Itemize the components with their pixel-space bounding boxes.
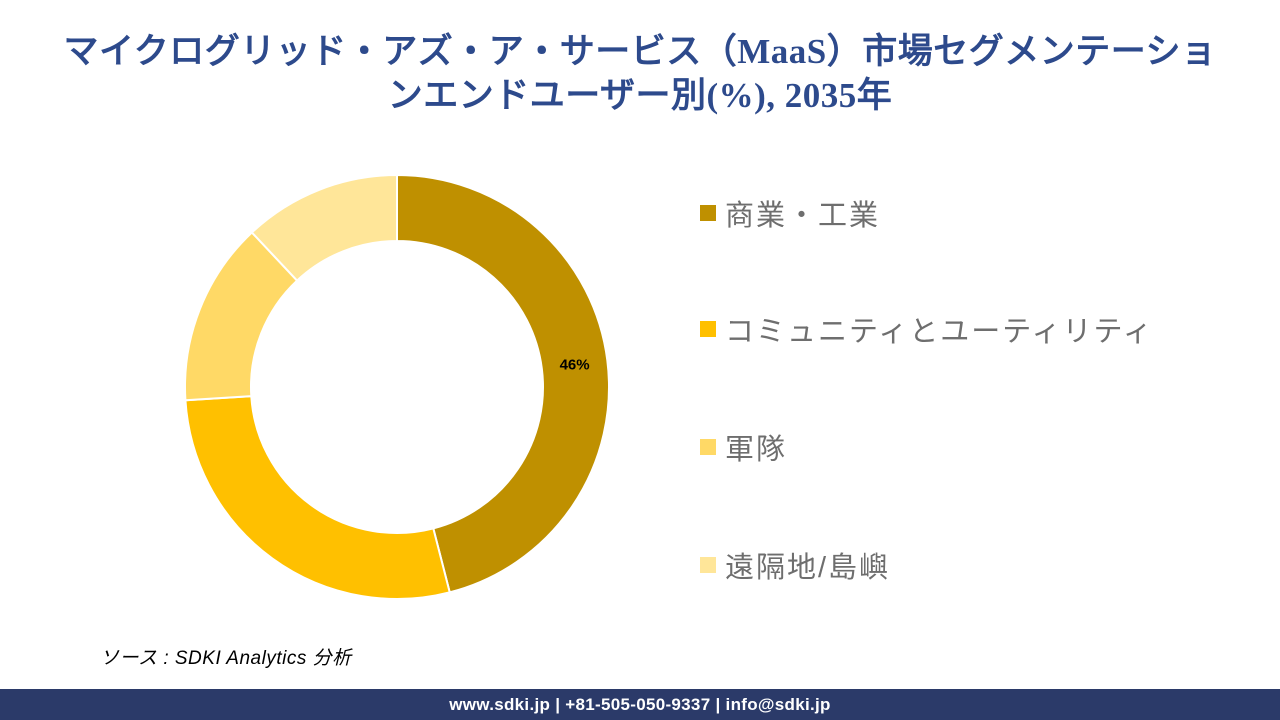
legend-swatch-remote-island: [700, 557, 716, 573]
footer-bar: www.sdki.jp | +81-505-050-9337 | info@sd…: [0, 689, 1280, 720]
donut-data-label-0: 46%: [560, 357, 590, 374]
legend-label-military: 軍隊: [725, 434, 788, 466]
legend-item-remote-island: 遠隔地/島嶼: [700, 549, 890, 584]
donut-chart: 46%: [184, 173, 610, 600]
chart-title-line2: ンエンドユーザー別(%), 2035年: [387, 76, 893, 115]
legend-swatch-military: [700, 439, 716, 455]
legend-label-remote-island: 遠隔地/島嶼: [725, 552, 891, 584]
footer-contact-text: www.sdki.jp | +81-505-050-9337 | info@sd…: [449, 694, 831, 714]
legend-swatch-commercial-industrial: [700, 205, 716, 221]
chart-title-line1: マイクログリッド・アズ・ア・サービス（MaaS）市場セグメンテーショ: [63, 32, 1217, 71]
chart-title: マイクログリッド・アズ・ア・サービス（MaaS）市場セグメンテーショ ンエンドユ…: [0, 30, 1280, 118]
donut-segment-1: [184, 395, 451, 600]
donut-segment-3: [250, 173, 398, 282]
legend-item-community-utility: コミュニティとユーティリティ: [700, 313, 1154, 348]
legend-swatch-community-utility: [700, 321, 716, 337]
source-note: ソース : SDKI Analytics 分析: [100, 648, 352, 669]
legend-label-community-utility: コミュニティとユーティリティ: [725, 316, 1154, 348]
legend-item-commercial-industrial: 商業・工業: [700, 197, 880, 232]
legend-label-commercial-industrial: 商業・工業: [725, 200, 881, 232]
legend-item-military: 軍隊: [700, 431, 787, 466]
donut-segment-0: [396, 173, 610, 594]
